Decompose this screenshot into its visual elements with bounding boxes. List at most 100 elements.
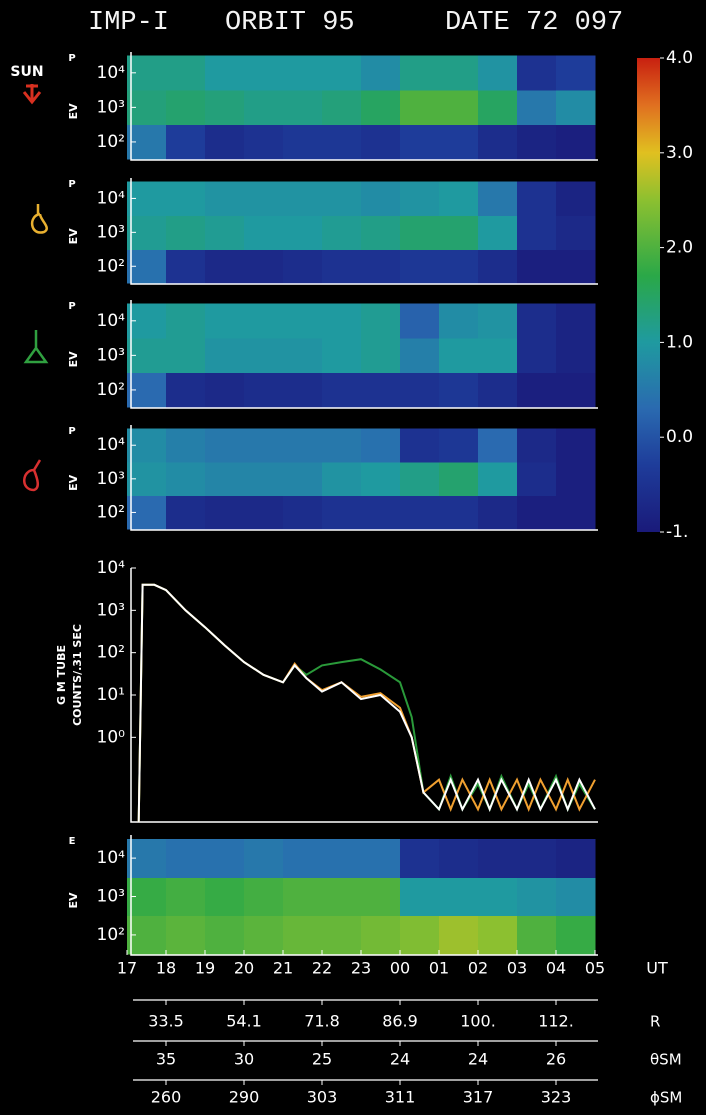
x-tick-label: 22 [312, 959, 332, 978]
heatmap-cell [205, 304, 245, 339]
y-tick-label: 10² [97, 132, 125, 152]
y-tick-label: 10² [97, 380, 125, 400]
heatmap-cell [478, 428, 518, 462]
heatmap-cell [322, 304, 362, 339]
heatmap-cell [400, 496, 440, 530]
y-tick-label: 10³ [97, 600, 125, 620]
heatmap-cell [166, 90, 206, 125]
heatmap-cell [361, 56, 401, 91]
heatmap-cell [556, 90, 596, 125]
heatmap-cell [244, 90, 284, 125]
heatmap-cell [283, 373, 323, 408]
y-tick-label: 10² [97, 502, 125, 522]
heatmap-cell [439, 462, 479, 496]
heatmap-cell [400, 181, 440, 215]
heatmap-cell [322, 215, 362, 249]
y-tick-label: 10⁴ [97, 435, 126, 455]
heatmap-cell [361, 428, 401, 462]
heatmap-cell [478, 916, 518, 955]
heatmap-cell [205, 373, 245, 408]
ephemeris-value: 35 [156, 1050, 176, 1069]
heatmap-cell [439, 839, 479, 878]
heatmap-cell [439, 215, 479, 249]
heatmap-cell [478, 215, 518, 249]
heatmap-cell [439, 304, 479, 339]
heatmap-cell [283, 249, 323, 283]
heatmap-cell [439, 249, 479, 283]
ephemeris-value: 303 [307, 1088, 338, 1107]
heatmap-cell [166, 428, 206, 462]
heatmap-cell [556, 181, 596, 215]
heatmap-cell [322, 373, 362, 408]
ephemeris-value: 112. [538, 1012, 574, 1031]
y-tick-label: 10² [97, 256, 125, 276]
heatmap-cell [400, 90, 440, 125]
x-tick-label: 03 [507, 959, 527, 978]
heatmap-cell [205, 462, 245, 496]
colorbar-tick-label: 2.0 [666, 238, 693, 258]
ephemeris-value: 25 [312, 1050, 332, 1069]
colorbar-tick-label: 4.0 [666, 48, 693, 68]
y-tick-label: 10³ [97, 97, 125, 117]
heatmap-cell [322, 916, 362, 955]
heatmap-cell [166, 215, 206, 249]
heatmap-cell [439, 877, 479, 916]
date: DATE 72 097 [445, 8, 623, 38]
y-tick-label: 10⁴ [97, 311, 126, 331]
heatmap-cell [205, 916, 245, 955]
heatmap-cell [361, 338, 401, 373]
heatmap-cell [361, 373, 401, 408]
heatmap-cell [322, 338, 362, 373]
heatmap-cell [166, 373, 206, 408]
ephemeris-label: θSM [650, 1051, 682, 1069]
heatmap-cell [517, 90, 557, 125]
ephemeris-label: R [650, 1013, 660, 1031]
heatmap-cell [205, 877, 245, 916]
ephemeris-value: 290 [229, 1088, 260, 1107]
heatmap-cell [361, 462, 401, 496]
ephemeris-value: 54.1 [226, 1012, 262, 1031]
heatmap-cell [478, 90, 518, 125]
heatmap-cell [283, 877, 323, 916]
y-tick-label: 10² [97, 925, 125, 945]
heatmap-cell [205, 839, 245, 878]
ephemeris-value: 323 [541, 1088, 572, 1107]
heatmap-cell [322, 839, 362, 878]
heatmap-cell [283, 839, 323, 878]
icon-red [24, 460, 40, 490]
heatmap-cell [517, 215, 557, 249]
heatmap-cell [205, 338, 245, 373]
heatmap-cell [478, 181, 518, 215]
heatmap-cell [322, 462, 362, 496]
ephemeris-value: 71.8 [304, 1012, 340, 1031]
y-axis-label: G M TUBE [55, 645, 68, 705]
heatmap-cell [517, 462, 557, 496]
heatmap-cell [361, 125, 401, 160]
heatmap-cell [517, 181, 557, 215]
heatmap-cell [439, 90, 479, 125]
heatmap-cell [400, 428, 440, 462]
x-tick-label: 23 [351, 959, 371, 978]
heatmap-cell [205, 125, 245, 160]
heatmap-cell [478, 338, 518, 373]
heatmap-cell [283, 125, 323, 160]
heatmap-cell [205, 496, 245, 530]
heatmap-cell [244, 249, 284, 283]
heatmap-cell [205, 56, 245, 91]
y-axis-label: EV [67, 474, 80, 491]
heatmap-cell [244, 462, 284, 496]
ephemeris-value: 24 [468, 1050, 488, 1069]
heatmap-cell [322, 877, 362, 916]
ephemeris-value: 317 [463, 1088, 494, 1107]
x-tick-label: 05 [585, 959, 605, 978]
heatmap-cell [439, 338, 479, 373]
y-tick-label: 10³ [97, 887, 125, 907]
heatmap-cell [439, 496, 479, 530]
heatmap-cell [166, 916, 206, 955]
heatmap-cell [478, 304, 518, 339]
orbit: ORBIT 95 [225, 8, 355, 38]
heatmap-cell [283, 56, 323, 91]
heatmap-cell [166, 877, 206, 916]
heatmap-cell [322, 181, 362, 215]
